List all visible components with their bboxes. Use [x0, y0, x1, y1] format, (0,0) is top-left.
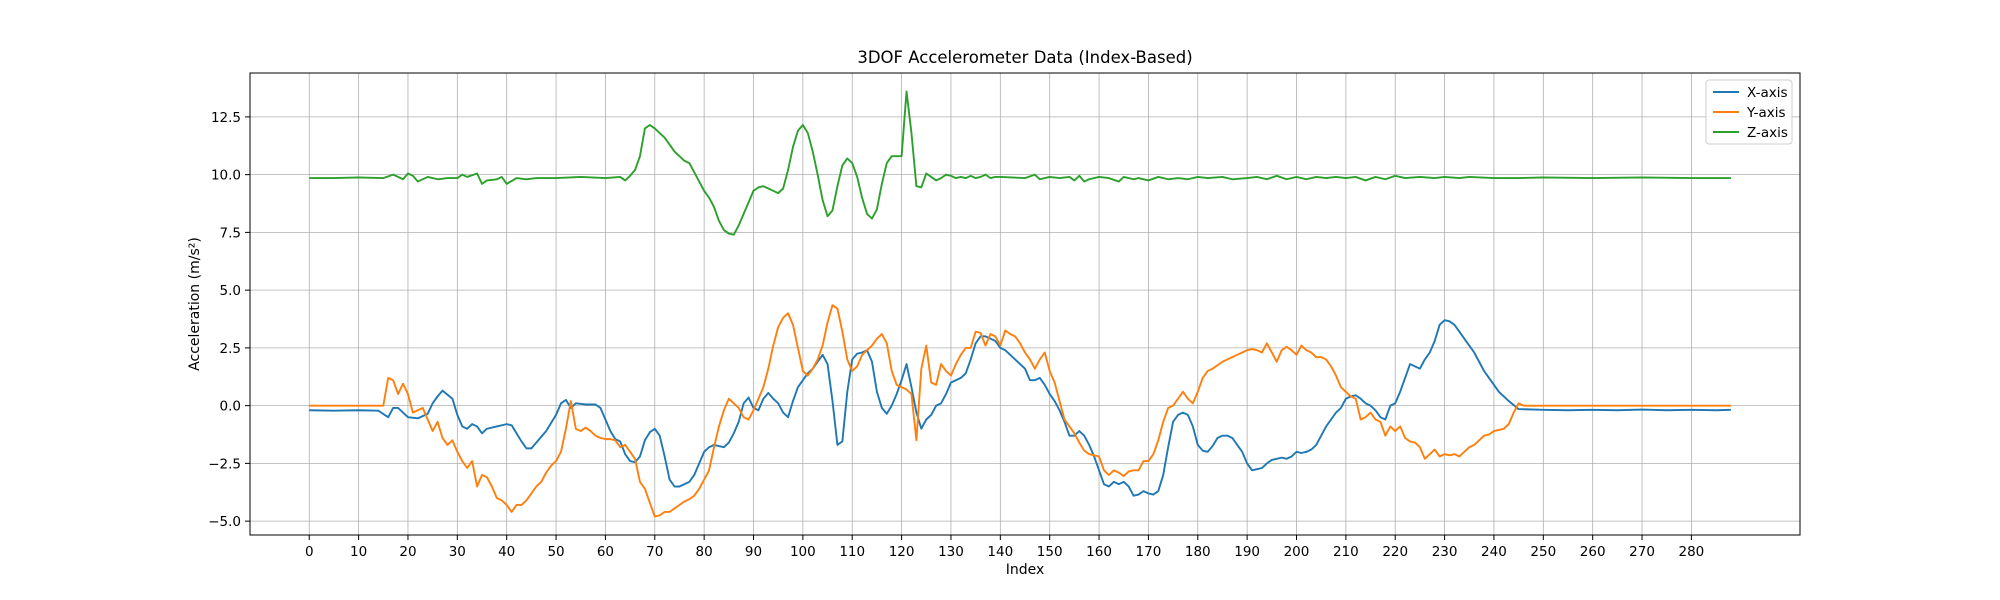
x-tick-label: 280	[1679, 544, 1705, 560]
series-line-x-axis	[309, 319, 1731, 497]
y-tick-label: 12.5	[211, 110, 241, 126]
x-tick-label: 140	[987, 544, 1013, 560]
plot-frame	[249, 72, 1801, 536]
x-tick-label: 180	[1185, 544, 1211, 560]
ticks: 0 10 20 30 40 50 60 70 80 90 100 110 120 130 140 150 160…	[208, 110, 1704, 560]
x-tick-label: 130	[938, 544, 964, 560]
y-tick-label: 10.0	[211, 168, 241, 184]
x-tick-label: 20	[399, 544, 416, 560]
series-layer	[309, 90, 1731, 518]
x-tick-label: 230	[1432, 544, 1458, 560]
grid	[250, 73, 1800, 535]
x-tick-label: 90	[745, 544, 762, 560]
x-axis-label: Index	[1006, 562, 1045, 578]
series-line-z-axis	[309, 90, 1731, 236]
legend-entry: Y-axis	[1746, 105, 1786, 121]
x-tick-label: 110	[839, 544, 865, 560]
x-tick-label: 30	[449, 544, 466, 560]
x-tick-label: 250	[1530, 544, 1556, 560]
series-line-y-axis	[309, 304, 1731, 518]
legend: X-axis Y-axis Z-axis	[1705, 79, 1793, 145]
x-tick-label: 0	[305, 544, 314, 560]
x-tick-label: 60	[597, 544, 614, 560]
x-tick-label: 50	[547, 544, 564, 560]
x-tick-label: 270	[1629, 544, 1655, 560]
legend-entry: X-axis	[1747, 85, 1788, 101]
y-axis-label: Acceleration (m/s²)	[187, 237, 203, 371]
x-tick-label: 150	[1037, 544, 1063, 560]
x-tick-label: 100	[790, 544, 816, 560]
x-tick-label: 210	[1333, 544, 1359, 560]
x-tick-label: 120	[889, 544, 915, 560]
y-tick-label: −2.5	[208, 456, 241, 472]
x-tick-label: 40	[498, 544, 515, 560]
y-tick-label: 2.5	[220, 341, 241, 357]
x-tick-label: 240	[1481, 544, 1507, 560]
x-tick-label: 200	[1284, 544, 1310, 560]
y-tick-label: 0.0	[220, 399, 241, 415]
legend-box	[1705, 79, 1793, 145]
x-tick-label: 160	[1086, 544, 1112, 560]
x-tick-label: 190	[1234, 544, 1260, 560]
x-tick-label: 10	[350, 544, 367, 560]
x-tick-label: 170	[1136, 544, 1162, 560]
x-tick-label: 260	[1580, 544, 1606, 560]
y-tick-label: 5.0	[220, 283, 241, 299]
y-tick-label: 7.5	[220, 225, 241, 241]
x-tick-label: 80	[696, 544, 713, 560]
chart-title: 3DOF Accelerometer Data (Index-Based)	[857, 48, 1192, 67]
x-tick-label: 220	[1382, 544, 1408, 560]
y-tick-label: −5.0	[208, 514, 241, 530]
x-tick-label: 70	[646, 544, 663, 560]
legend-entry: Z-axis	[1747, 125, 1788, 141]
